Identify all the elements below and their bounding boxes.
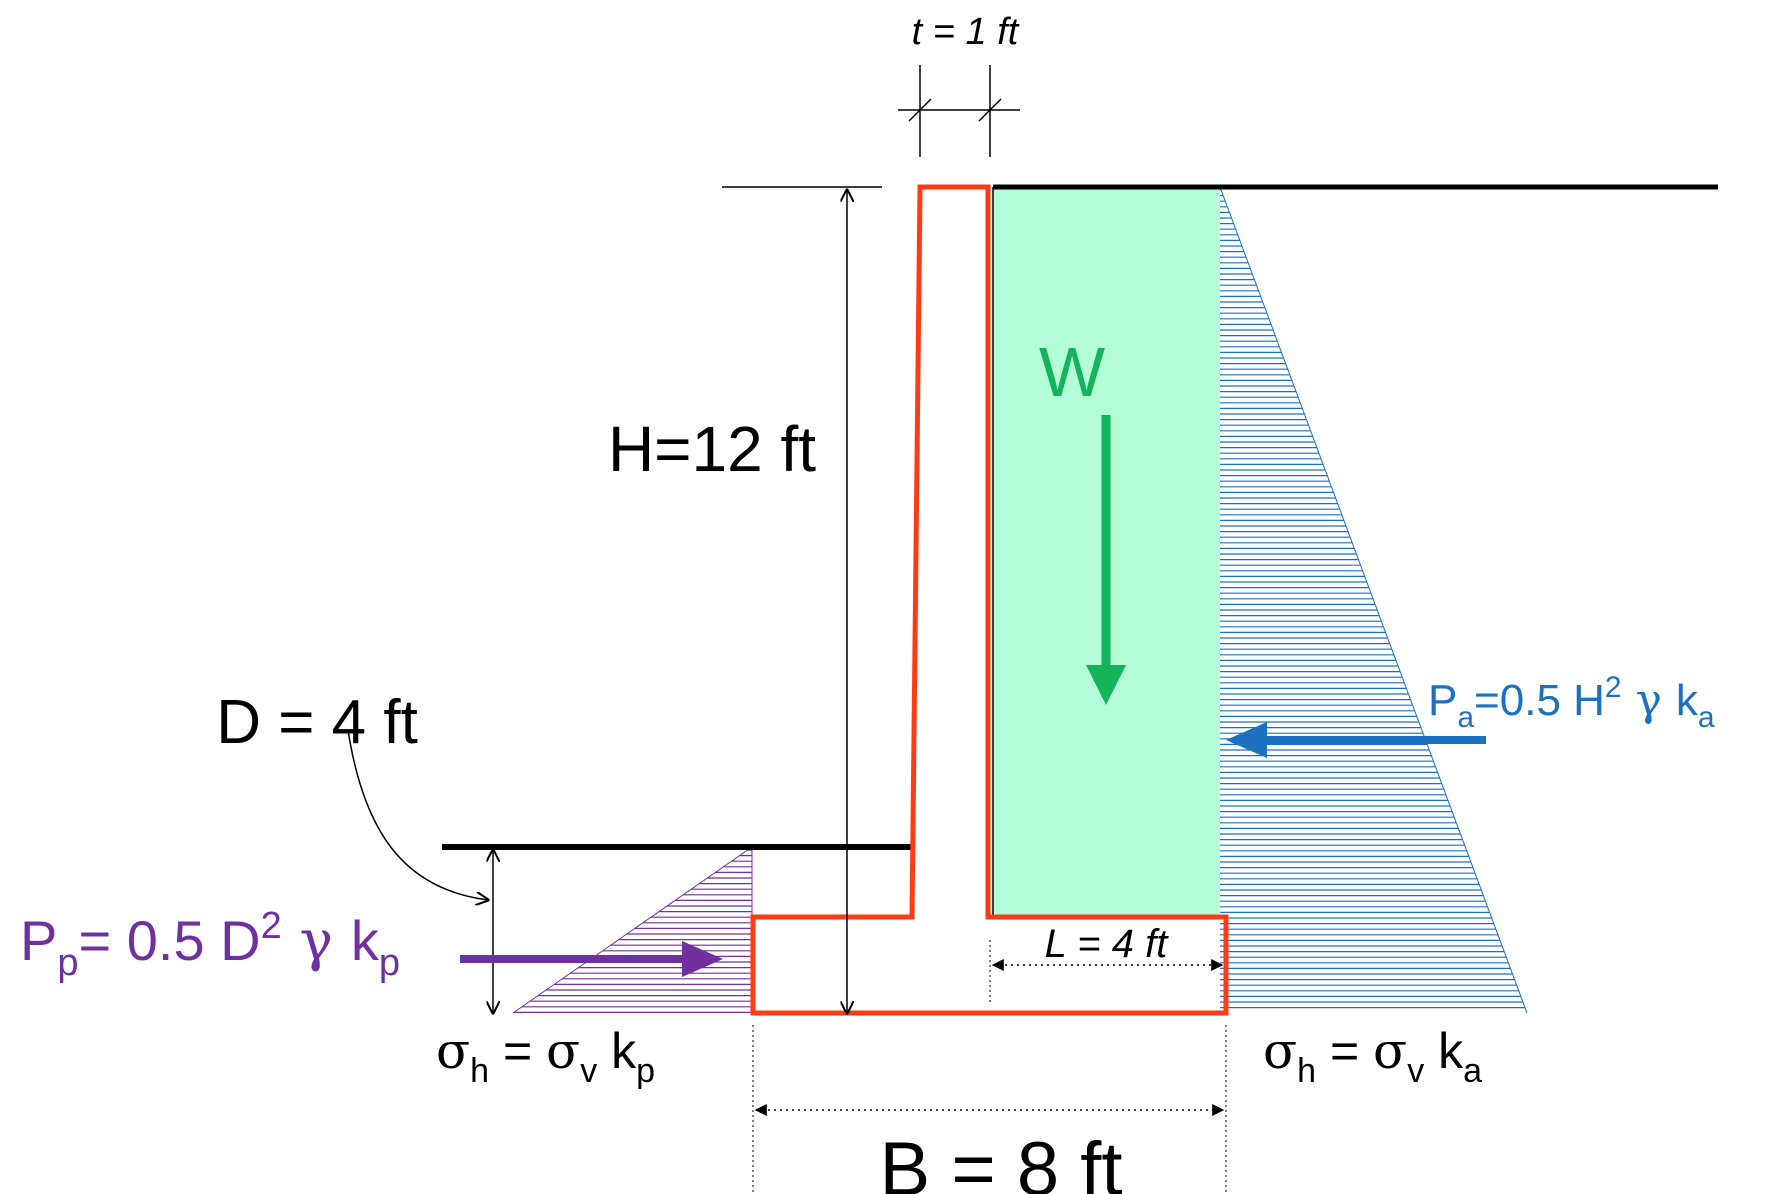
- thickness-label: t = 1 ft: [912, 11, 1020, 53]
- weight-label: W: [1039, 333, 1105, 411]
- thickness-tick-right: [978, 98, 1002, 122]
- passive-pressure-hypotenuse: [512, 846, 753, 1014]
- passive-force-formula: Pp= 0.5 D2 γ kp: [20, 905, 400, 984]
- arrow-left-icon: [1226, 722, 1486, 758]
- thickness-tick-left: [908, 98, 932, 122]
- heel-length-label: L = 4 ft: [1045, 922, 1170, 966]
- passive-stress-equation: σh = σv kp: [436, 1022, 655, 1090]
- retaining-wall: [750, 184, 1229, 1016]
- depth-label: D = 4 ft: [216, 688, 418, 757]
- active-force-formula: Pa=0.5 H2 γ ka: [1428, 671, 1715, 734]
- arrow-right-icon: [460, 941, 723, 977]
- base-width-label: B = 8 ft: [880, 1127, 1123, 1194]
- active-pressure-hypotenuse: [1219, 186, 1528, 1014]
- active-stress-equation: σh = σv ka: [1263, 1022, 1482, 1090]
- height-label: H=12 ft: [608, 413, 816, 485]
- arrow-down-icon: [1086, 415, 1126, 705]
- depth-leader-curve: [347, 729, 488, 900]
